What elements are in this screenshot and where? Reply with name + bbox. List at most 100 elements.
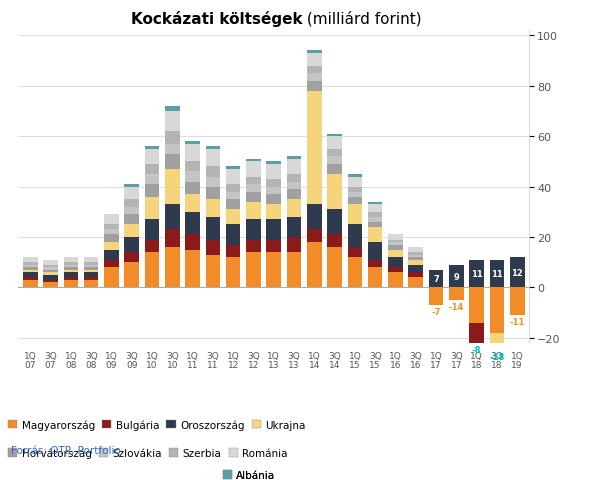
Bar: [368, 212, 382, 217]
Bar: [145, 175, 159, 185]
Text: -7: -7: [431, 308, 441, 316]
Bar: [206, 240, 220, 255]
Bar: [489, 288, 504, 333]
Bar: [246, 177, 261, 185]
Bar: [125, 200, 139, 207]
Bar: [327, 157, 342, 165]
Bar: [44, 275, 58, 280]
Bar: [145, 149, 159, 165]
Text: 12: 12: [511, 268, 523, 277]
Text: (milliárd forint): (milliárd forint): [302, 11, 422, 26]
Bar: [44, 265, 58, 268]
Bar: [266, 240, 281, 252]
Bar: [327, 210, 342, 235]
Bar: [23, 268, 38, 270]
Text: 11: 11: [491, 269, 503, 278]
Bar: [206, 147, 220, 149]
Bar: [287, 200, 301, 217]
Bar: [64, 278, 78, 280]
Bar: [408, 278, 423, 288]
Bar: [145, 220, 159, 240]
Bar: [64, 268, 78, 270]
Bar: [145, 197, 159, 220]
Bar: [287, 157, 301, 159]
Bar: [104, 225, 119, 230]
Bar: [185, 144, 200, 162]
Bar: [510, 288, 525, 315]
Bar: [388, 268, 403, 273]
Bar: [307, 82, 322, 92]
Bar: [388, 240, 403, 242]
Text: -14: -14: [449, 302, 464, 312]
Bar: [23, 258, 38, 263]
Bar: [84, 258, 99, 263]
Bar: [429, 270, 443, 288]
Text: -8: -8: [472, 345, 482, 354]
Bar: [307, 54, 322, 66]
Bar: [246, 192, 261, 202]
Bar: [185, 182, 200, 195]
Bar: [64, 258, 78, 263]
Bar: [185, 212, 200, 235]
Bar: [84, 268, 99, 270]
Bar: [226, 210, 241, 225]
Bar: [125, 185, 139, 187]
Bar: [266, 180, 281, 187]
Bar: [327, 134, 342, 137]
Bar: [348, 177, 362, 187]
Bar: [145, 185, 159, 197]
Bar: [469, 260, 484, 288]
Bar: [388, 258, 403, 268]
Bar: [368, 268, 382, 288]
Text: 11: 11: [471, 269, 483, 278]
Bar: [368, 228, 382, 242]
Bar: [408, 248, 423, 252]
Bar: [348, 187, 362, 192]
Bar: [449, 265, 463, 288]
Bar: [327, 175, 342, 210]
Bar: [246, 159, 261, 162]
Bar: [125, 225, 139, 238]
Bar: [226, 225, 241, 245]
Bar: [104, 268, 119, 288]
Bar: [165, 107, 180, 112]
Text: 9: 9: [454, 272, 459, 281]
Bar: [388, 235, 403, 240]
Bar: [287, 238, 301, 252]
Bar: [266, 165, 281, 180]
Bar: [226, 185, 241, 192]
Bar: [408, 273, 423, 278]
Bar: [327, 165, 342, 175]
Bar: [388, 273, 403, 288]
Bar: [246, 220, 261, 240]
Bar: [206, 255, 220, 288]
Bar: [165, 112, 180, 132]
Bar: [84, 280, 99, 288]
Bar: [307, 92, 322, 205]
Bar: [185, 235, 200, 250]
Bar: [348, 258, 362, 288]
Bar: [388, 250, 403, 258]
Bar: [368, 242, 382, 260]
Bar: [388, 245, 403, 250]
Bar: [104, 230, 119, 235]
Bar: [327, 248, 342, 288]
Bar: [266, 195, 281, 205]
Bar: [44, 270, 58, 273]
Bar: [368, 222, 382, 228]
Bar: [307, 205, 322, 230]
Bar: [287, 217, 301, 238]
Bar: [84, 273, 99, 278]
Bar: [84, 278, 99, 280]
Bar: [408, 258, 423, 260]
Bar: [23, 278, 38, 280]
Bar: [125, 187, 139, 200]
Bar: [226, 167, 241, 169]
Bar: [165, 132, 180, 144]
Bar: [145, 240, 159, 252]
Bar: [226, 245, 241, 258]
Bar: [489, 333, 504, 351]
Bar: [125, 238, 139, 252]
Bar: [408, 260, 423, 265]
Bar: [125, 215, 139, 225]
